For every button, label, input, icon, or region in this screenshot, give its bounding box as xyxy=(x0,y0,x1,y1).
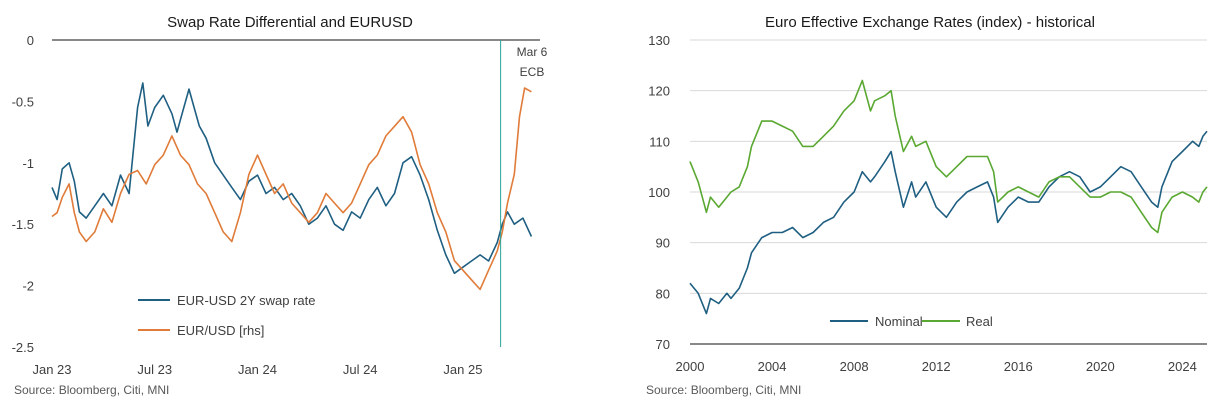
y-left-tick-label: -1.5 xyxy=(12,217,34,232)
source-note: Source: Bloomberg, Citi, MNI xyxy=(646,383,801,397)
y-tick-label: 70 xyxy=(656,337,670,352)
x-tick-label: Jan 25 xyxy=(443,362,482,377)
y-tick-label: 80 xyxy=(656,286,670,301)
y-tick-label: 90 xyxy=(656,236,670,251)
x-tick-label: Jan 24 xyxy=(238,362,277,377)
swap-differential-chart-panel: Swap Rate Differential and EURUSD 0 -0.5 -… xyxy=(0,0,560,405)
y-left-tick-label: -2 xyxy=(22,279,34,294)
y-tick-label: 100 xyxy=(648,185,670,200)
y-tick-label: 130 xyxy=(648,33,670,48)
x-tick-label: 2008 xyxy=(840,359,869,374)
x-tick-label: 2000 xyxy=(676,359,705,374)
legend: EUR-USD 2Y swap rate EUR/USD [rhs] xyxy=(138,293,315,338)
euro-eer-chart: Euro Effective Exchange Rates (index) - … xyxy=(646,14,1208,397)
real-line xyxy=(689,79,1208,234)
ecb-annotation-label: Mar 6 xyxy=(517,45,548,59)
x-tick-label: 2016 xyxy=(1004,359,1033,374)
euro-eer-chart-panel: Euro Effective Exchange Rates (index) - … xyxy=(630,0,1227,405)
y-tick-label: 120 xyxy=(648,84,670,99)
y-left-tick-label: -0.5 xyxy=(12,94,34,109)
y-left-tick-label: -2.5 xyxy=(12,340,34,355)
x-tick-label: Jan 23 xyxy=(32,362,71,377)
chart-title: Euro Effective Exchange Rates (index) - … xyxy=(765,14,1095,31)
eurusd-line xyxy=(51,87,532,291)
x-tick-label: Jul 23 xyxy=(137,362,172,377)
y-left-tick-label: -1 xyxy=(22,156,34,171)
x-tick-label: 2004 xyxy=(758,359,787,374)
legend: Nominal Real xyxy=(830,314,993,329)
legend-real-label: Real xyxy=(966,314,993,329)
x-tick-label: Jul 24 xyxy=(343,362,378,377)
source-note: Source: Bloomberg, Citi, MNI xyxy=(14,383,169,397)
legend-eurusd-label: EUR/USD [rhs] xyxy=(177,323,264,338)
nominal-line xyxy=(689,130,1208,315)
x-tick-label: 2024 xyxy=(1168,359,1197,374)
chart-title: Swap Rate Differential and EURUSD xyxy=(167,14,413,31)
y-tick-label: 110 xyxy=(649,134,670,149)
swap-rate-line xyxy=(51,82,533,275)
y-left-tick-label: 0 xyxy=(27,33,34,48)
legend-swap-label: EUR-USD 2Y swap rate xyxy=(177,293,315,308)
x-tick-label: 2012 xyxy=(922,359,951,374)
x-tick-label: 2020 xyxy=(1086,359,1115,374)
ecb-annotation-label: ECB xyxy=(520,65,545,79)
swap-differential-chart: Swap Rate Differential and EURUSD 0 -0.5 -… xyxy=(12,14,548,397)
legend-nominal-label: Nominal xyxy=(875,314,923,329)
